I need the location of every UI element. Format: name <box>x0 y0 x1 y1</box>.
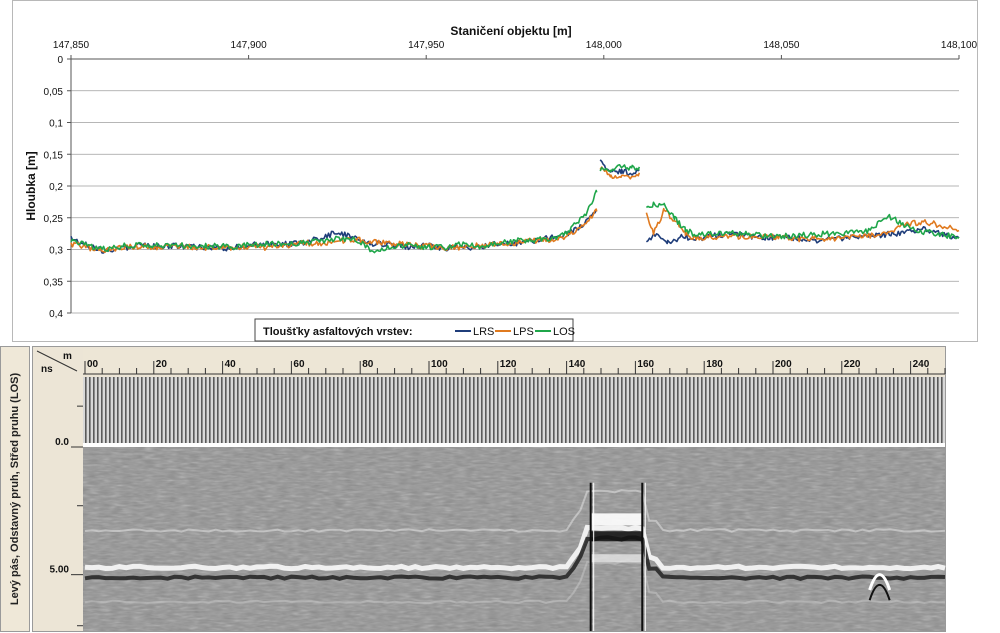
x-tick-label: 147,900 <box>231 40 268 51</box>
y-tick-label: 0,35 <box>44 277 64 288</box>
series-lines <box>70 159 960 254</box>
radargram: m ns 00 20 40 60 80 100 120 140 160 180 200 220 240 … <box>36 349 946 631</box>
radargram-y-ticks: 0.0 5.00 <box>50 405 83 627</box>
legend-frame <box>254 318 574 342</box>
unit-divider <box>36 350 78 372</box>
subsurface-noise <box>83 447 945 631</box>
x-tick-label: 148,000 <box>586 40 623 51</box>
radargram-description: Levý pás, Odstavný pruh, Střed pruhu (LO… <box>9 372 21 606</box>
x-tick-label: 147,850 <box>53 40 90 51</box>
ruler-tick-label: 240 <box>913 359 930 370</box>
ruler-tick-label: 220 <box>844 359 861 370</box>
time-tick-label: 0.0 <box>55 437 69 448</box>
ruler-tick-label: 100 <box>431 359 448 370</box>
anomaly-lower-band <box>590 554 643 563</box>
x-tick-label: 148,100 <box>941 40 978 51</box>
ruler-tick-label: 40 <box>225 359 237 370</box>
y-tick-label: 0,4 <box>49 309 63 320</box>
y-tick-label: 0,2 <box>49 182 63 193</box>
legend-label-los: LOS <box>553 326 575 338</box>
x-tick-label: 147,950 <box>408 40 445 51</box>
radargram-panel: m ns 00 20 40 60 80 100 120 140 160 180 200 220 240 … <box>32 346 946 632</box>
x-tick-labels: 147,850 147,900 147,950 148,000 148,050 148,1… <box>53 40 978 59</box>
direct-wave-band <box>83 377 945 443</box>
ruler-tick-label: 140 <box>569 359 586 370</box>
line-chart: Staničení objektu [m] Hloubka [m] 147,85… <box>24 24 978 342</box>
x-tick-label: 148,050 <box>763 40 800 51</box>
reflector-dark <box>84 535 946 581</box>
y-unit-label: ns <box>41 364 53 375</box>
legend-title: Tloušťky asfaltových vrstev: <box>263 326 413 338</box>
series-line-los <box>599 164 641 173</box>
grid-lines <box>67 58 959 314</box>
series-line-los <box>645 201 960 240</box>
ruler-tick-label: 80 <box>362 359 374 370</box>
anomaly-dark-band <box>590 531 643 542</box>
reflector-upper <box>84 489 946 533</box>
anomaly-bright-band <box>590 513 643 526</box>
y-axis-title: Hloubka [m] <box>24 151 38 220</box>
series-line-lps <box>645 207 960 243</box>
y-tick-labels: 0 0,05 0,1 0,15 0,2 0,25 0,3 0,35 0,4 <box>44 55 64 320</box>
unit-corner: m ns <box>36 350 78 375</box>
ruler-tick-label: 160 <box>637 359 654 370</box>
y-tick-label: 0,05 <box>44 87 64 98</box>
series-line-lps <box>599 166 641 180</box>
legend-label-lps: LPS <box>513 326 534 338</box>
reflector-lower <box>84 560 946 605</box>
time-tick-label: 5.00 <box>50 565 70 576</box>
y-tick-label: 0 <box>57 55 63 66</box>
reflector-bright <box>84 524 946 572</box>
radargram-x-ticks: 00 20 40 60 80 100 120 140 160 180 200 220 240 <box>84 359 946 374</box>
y-tick-label: 0,3 <box>49 246 63 257</box>
y-tick-label: 0,15 <box>44 150 64 161</box>
ruler-strip <box>83 349 945 375</box>
x-axis-title: Staničení objektu [m] <box>450 24 571 38</box>
ruler-tick-label: 60 <box>293 359 305 370</box>
ruler-tick-label: 180 <box>706 359 723 370</box>
y-tick-label: 0,1 <box>49 119 63 130</box>
air-gap-line <box>83 443 945 447</box>
chart-panel: Staničení objektu [m] Hloubka [m] 147,85… <box>12 0 978 342</box>
radargram-reflectors <box>84 482 946 631</box>
ruler-tick-label: 200 <box>775 359 792 370</box>
ruler-tick-label: 00 <box>87 359 99 370</box>
radargram-side-label: Levý pás, Odstavný pruh, Střed pruhu (LO… <box>0 346 30 632</box>
ruler-tick-label: 120 <box>500 359 517 370</box>
series-line-lps <box>70 208 598 253</box>
series-lps <box>70 166 960 253</box>
y-tick-label: 0,25 <box>44 214 64 225</box>
legend-items: LRS LPS LOS <box>455 326 575 338</box>
hyperbola-bright <box>868 573 892 591</box>
ruler-tick-label: 20 <box>156 359 168 370</box>
hyperbola-dark <box>868 583 891 601</box>
legend: Tloušťky asfaltových vrstev: LRS LPS LOS <box>254 318 575 342</box>
legend-label-lrs: LRS <box>473 326 494 338</box>
x-unit-label: m <box>63 351 72 362</box>
series-los <box>70 164 960 254</box>
series-line-los <box>70 189 598 254</box>
